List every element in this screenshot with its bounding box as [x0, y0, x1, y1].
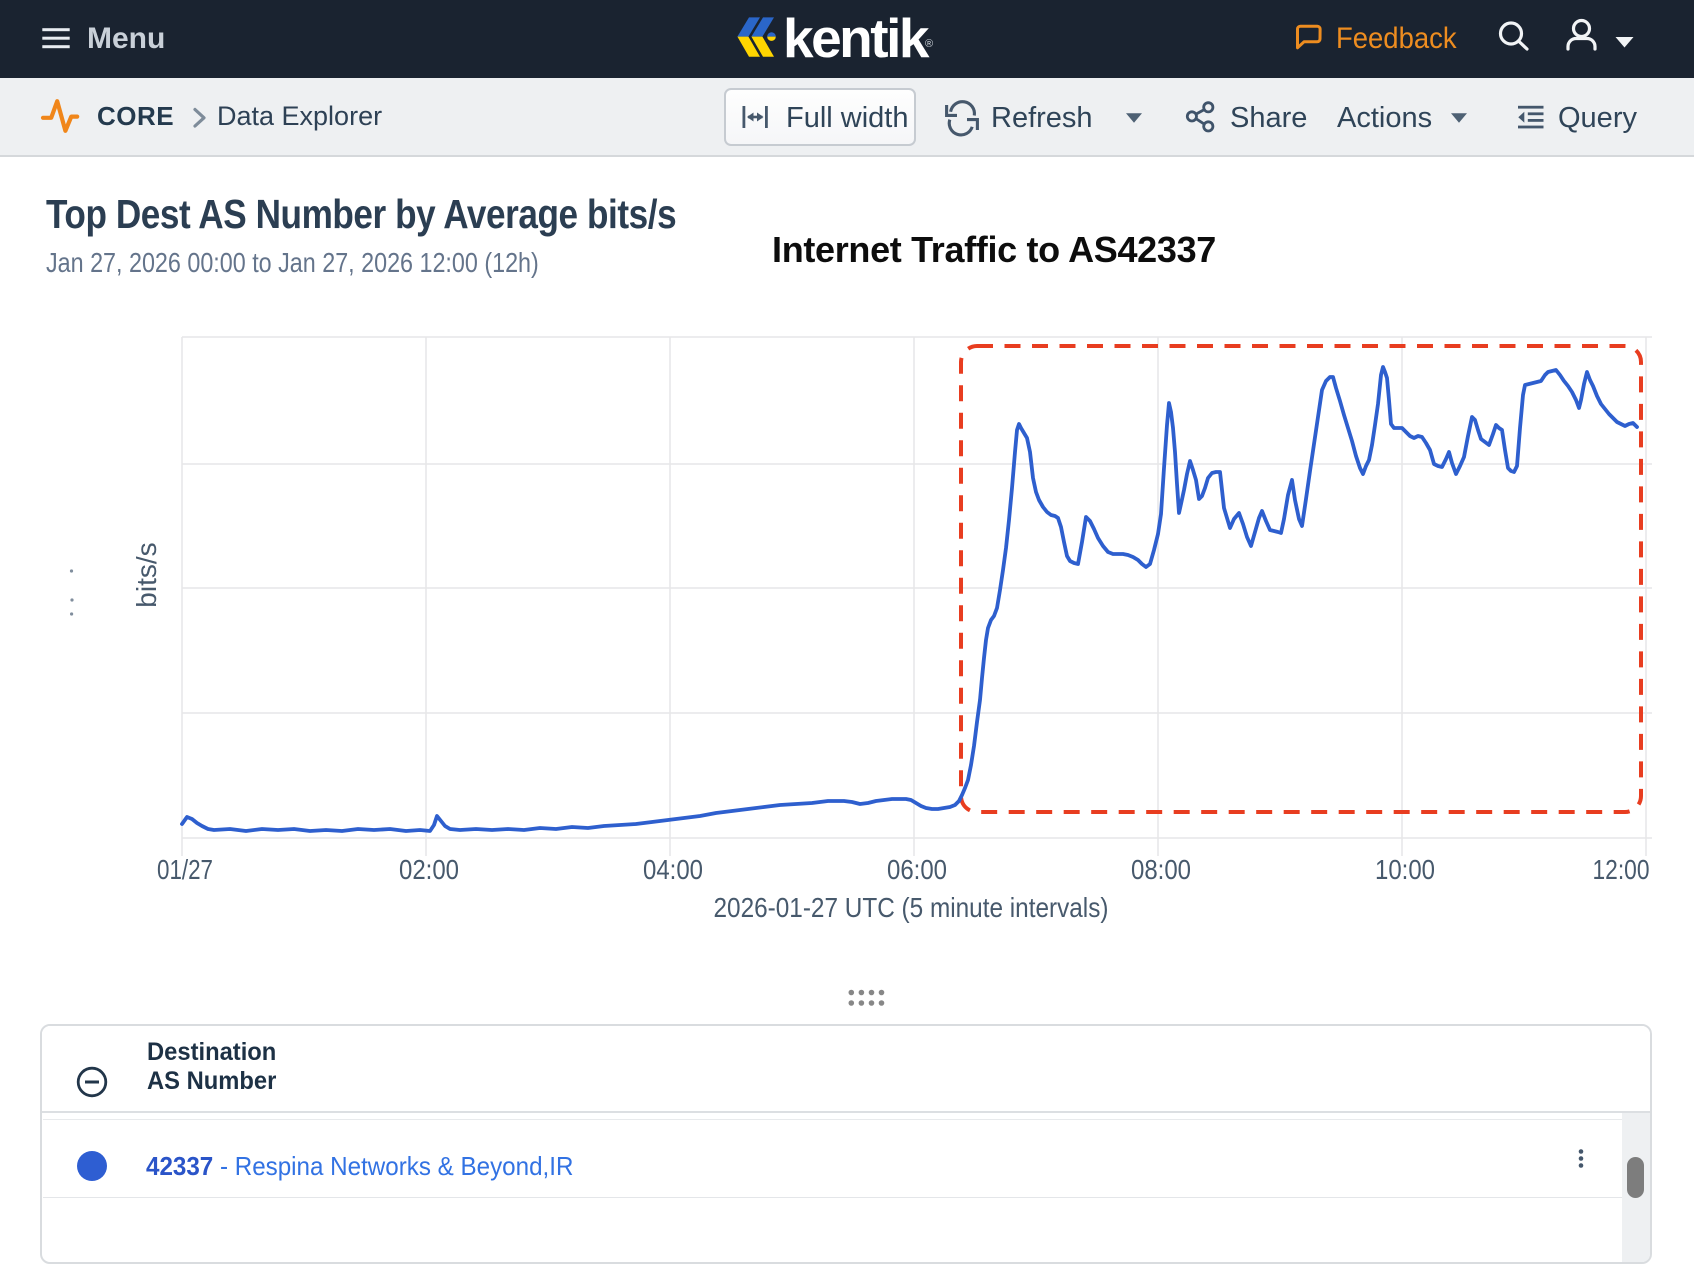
- svg-text:10:00: 10:00: [1375, 854, 1435, 885]
- svg-text:06:00: 06:00: [887, 854, 947, 885]
- svg-text:02:00: 02:00: [399, 854, 459, 885]
- svg-text:08:00: 08:00: [1131, 854, 1191, 885]
- svg-text:2026-01-27 UTC (5 minute inter: 2026-01-27 UTC (5 minute intervals): [714, 892, 1109, 923]
- svg-text:01/27: 01/27: [157, 854, 213, 885]
- svg-text:®: ®: [925, 38, 933, 50]
- svg-text:04:00: 04:00: [643, 854, 703, 885]
- svg-text:12:00: 12:00: [1593, 854, 1650, 885]
- svg-text:Internet Traffic to AS42337: Internet Traffic to AS42337: [772, 229, 1216, 270]
- svg-text:bits/s: bits/s: [131, 542, 162, 607]
